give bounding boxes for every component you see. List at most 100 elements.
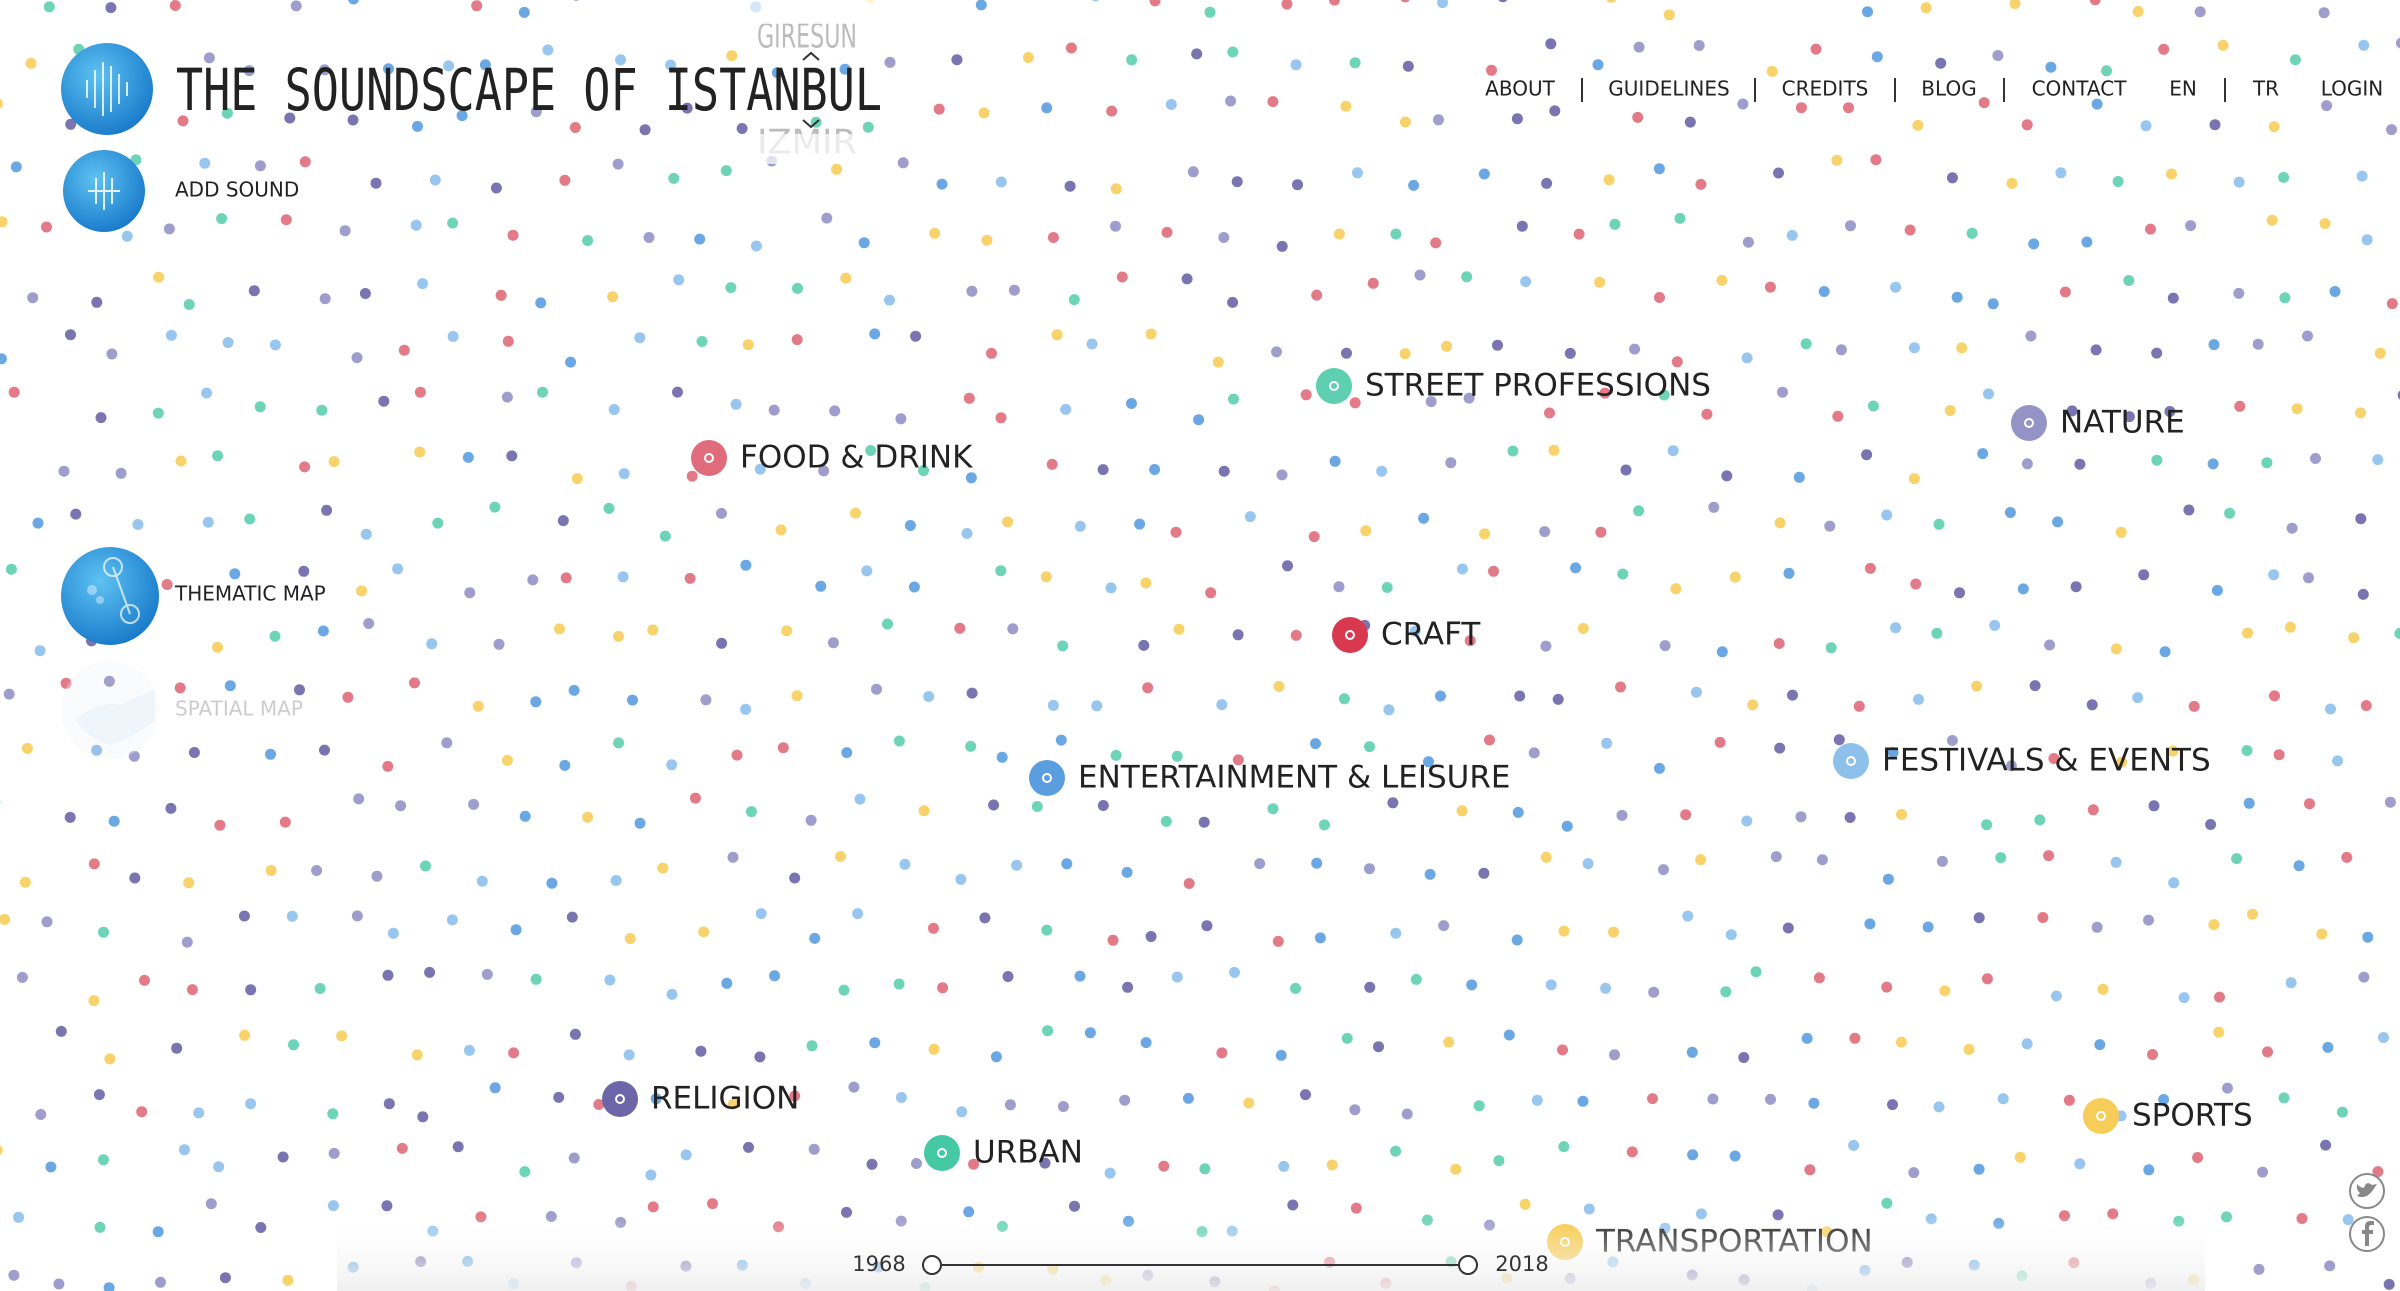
timeline-handle-start[interactable] bbox=[922, 1255, 942, 1275]
dot bbox=[506, 450, 518, 462]
dot bbox=[2148, 800, 2160, 812]
dot bbox=[1816, 854, 1828, 866]
dot bbox=[382, 969, 394, 981]
thematic-map-icon[interactable] bbox=[61, 547, 159, 645]
dot bbox=[2091, 921, 2103, 933]
dot bbox=[417, 1111, 429, 1123]
dot bbox=[1276, 240, 1288, 252]
category[interactable]: FESTIVALS & EVENTS bbox=[1833, 743, 2211, 780]
facebook-icon[interactable] bbox=[2349, 1216, 2385, 1252]
dot bbox=[1300, 389, 1312, 401]
dot bbox=[103, 1282, 115, 1291]
dot bbox=[1738, 1052, 1750, 1063]
dot bbox=[827, 637, 839, 649]
dot bbox=[1686, 1046, 1698, 1058]
dot bbox=[2241, 745, 2253, 756]
dot bbox=[1290, 629, 1302, 641]
nav-link[interactable]: CREDITS bbox=[1782, 77, 1869, 101]
dot bbox=[502, 335, 514, 347]
dot bbox=[21, 743, 33, 754]
timeline-handle-end[interactable] bbox=[1458, 1255, 1478, 1275]
spatial-map-label[interactable]: SPATIAL MAP bbox=[175, 697, 303, 721]
dot bbox=[2034, 814, 2046, 826]
dot bbox=[1971, 680, 1983, 692]
dot bbox=[805, 814, 817, 826]
dot bbox=[163, 223, 175, 235]
dot bbox=[2014, 1151, 2026, 1163]
logo[interactable] bbox=[61, 43, 153, 135]
dot bbox=[1920, 2, 1932, 14]
dot bbox=[2045, 61, 2057, 73]
dot bbox=[1540, 851, 1552, 863]
dot bbox=[1104, 1167, 1116, 1179]
dot bbox=[781, 625, 793, 637]
dot bbox=[745, 806, 757, 818]
twitter-icon[interactable] bbox=[2349, 1173, 2385, 1209]
dot bbox=[463, 1044, 475, 1056]
dot bbox=[615, 54, 627, 66]
dot bbox=[1601, 737, 1613, 749]
nav-link[interactable]: CONTACT bbox=[2032, 77, 2128, 101]
dot bbox=[1741, 352, 1753, 364]
category[interactable]: FOOD & DRINK bbox=[691, 440, 973, 477]
dot bbox=[850, 507, 861, 519]
dot bbox=[1121, 866, 1133, 878]
dot bbox=[1341, 1032, 1353, 1044]
dot bbox=[2289, 54, 2301, 66]
dot bbox=[2324, 1260, 2336, 1272]
category[interactable]: STREET PROFESSIONS bbox=[1316, 368, 1711, 405]
dot bbox=[2320, 1139, 2332, 1151]
dot bbox=[1149, 464, 1161, 475]
dot bbox=[1290, 59, 1302, 71]
dot bbox=[1887, 747, 1899, 758]
dot bbox=[108, 815, 120, 827]
add-sound-icon[interactable] bbox=[63, 150, 145, 232]
dot bbox=[2321, 100, 2333, 112]
category[interactable]: URBAN bbox=[924, 1135, 1083, 1172]
dot bbox=[2208, 919, 2220, 931]
category-marker-center bbox=[937, 1148, 947, 1158]
nav-link[interactable]: GUIDELINES bbox=[1608, 77, 1729, 101]
nav-link[interactable]: EN bbox=[2169, 77, 2197, 101]
dot bbox=[2159, 646, 2171, 658]
dot bbox=[429, 174, 441, 186]
dot bbox=[2268, 569, 2280, 581]
dot bbox=[65, 118, 77, 130]
dot bbox=[383, 63, 394, 75]
nav-link[interactable]: ABOUT bbox=[1485, 77, 1555, 101]
dot bbox=[1573, 228, 1585, 240]
dot bbox=[848, 1081, 860, 1093]
dot bbox=[1663, 9, 1675, 21]
dot bbox=[1870, 154, 1882, 166]
category[interactable]: NATURE bbox=[2011, 405, 2185, 442]
dot bbox=[791, 334, 803, 346]
dot bbox=[966, 687, 978, 699]
dot bbox=[1933, 1101, 1945, 1113]
dot bbox=[205, 1198, 217, 1210]
dot bbox=[1216, 1047, 1228, 1059]
category[interactable]: SPORTS bbox=[2083, 1098, 2253, 1135]
dot bbox=[284, 112, 296, 124]
nav-link[interactable]: BLOG bbox=[1921, 77, 1976, 101]
dot bbox=[1308, 531, 1320, 543]
dot bbox=[319, 293, 331, 305]
dot bbox=[965, 472, 977, 484]
category[interactable]: RELIGION bbox=[602, 1081, 799, 1118]
category[interactable]: CRAFT bbox=[1332, 617, 1481, 654]
dot bbox=[265, 865, 277, 876]
chevron-up[interactable] bbox=[802, 51, 820, 61]
nav-link[interactable]: LOGIN bbox=[2321, 77, 2384, 101]
dot bbox=[1936, 855, 1948, 867]
chevron-down[interactable] bbox=[802, 119, 820, 129]
dot bbox=[1750, 966, 1762, 978]
add-sound-label[interactable]: ADD SOUND bbox=[175, 178, 299, 202]
dot bbox=[1140, 1037, 1152, 1049]
category[interactable]: ENTERTAINMENT & LEISURE bbox=[1029, 760, 1511, 797]
dot bbox=[995, 412, 1007, 424]
dot bbox=[2004, 507, 2016, 518]
spatial-map-icon[interactable] bbox=[61, 661, 159, 759]
dot bbox=[98, 926, 109, 938]
nav-link[interactable]: TR bbox=[2252, 77, 2279, 101]
thematic-map-label[interactable]: THEMATIC MAP bbox=[174, 582, 326, 606]
